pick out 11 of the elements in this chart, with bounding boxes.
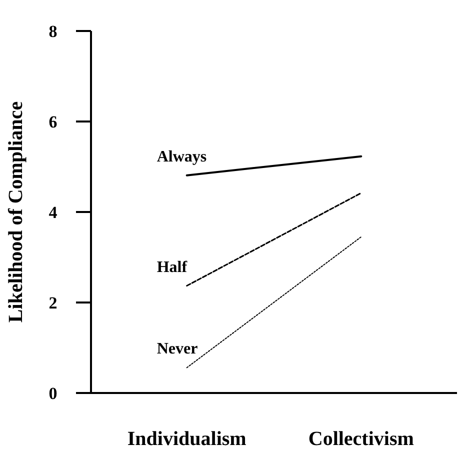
y-tick-label: 8	[48, 22, 58, 41]
y-tick-label: 4	[48, 202, 58, 222]
y-tick-label: 6	[48, 112, 58, 132]
y-axis-title: Likelihood of Compliance	[5, 101, 27, 323]
x-tick-label: Collectivism	[308, 428, 414, 450]
series-label: Never	[156, 340, 198, 358]
series-label: Always	[156, 148, 207, 166]
y-tick-label: 0	[48, 384, 58, 403]
y-tick-label: 2	[48, 293, 58, 312]
x-tick-label: Individualism	[127, 428, 247, 450]
series-label: Half	[156, 258, 188, 276]
